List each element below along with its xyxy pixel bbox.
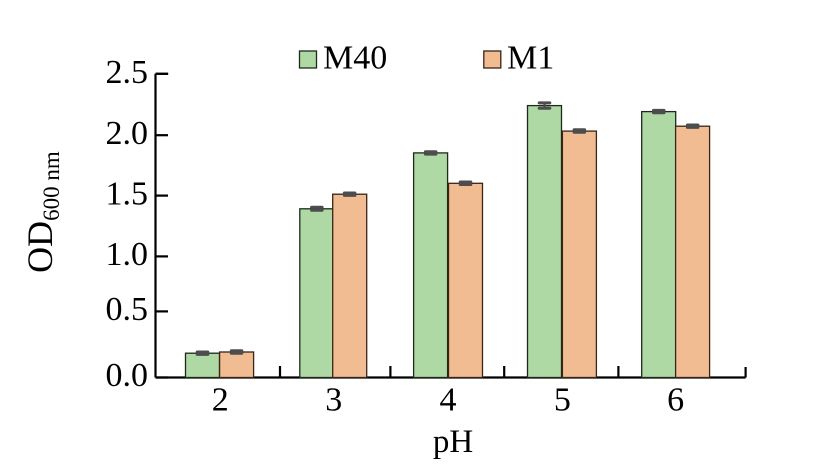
svg-text:1.0: 1.0 <box>106 236 149 273</box>
svg-text:5: 5 <box>554 382 571 419</box>
svg-text:0.5: 0.5 <box>106 291 149 328</box>
svg-text:M1: M1 <box>507 40 554 77</box>
svg-text:pH: pH <box>433 424 473 460</box>
svg-text:1.5: 1.5 <box>106 176 149 213</box>
svg-text:2.5: 2.5 <box>106 54 149 91</box>
svg-text:6: 6 <box>667 382 684 419</box>
svg-text:2: 2 <box>212 382 229 419</box>
svg-text:4: 4 <box>440 382 457 419</box>
svg-text:M40: M40 <box>323 40 387 77</box>
svg-text:3: 3 <box>325 382 342 419</box>
svg-text:OD600 nm: OD600 nm <box>20 151 64 273</box>
svg-text:0.0: 0.0 <box>106 357 149 394</box>
svg-text:2.0: 2.0 <box>106 115 149 152</box>
